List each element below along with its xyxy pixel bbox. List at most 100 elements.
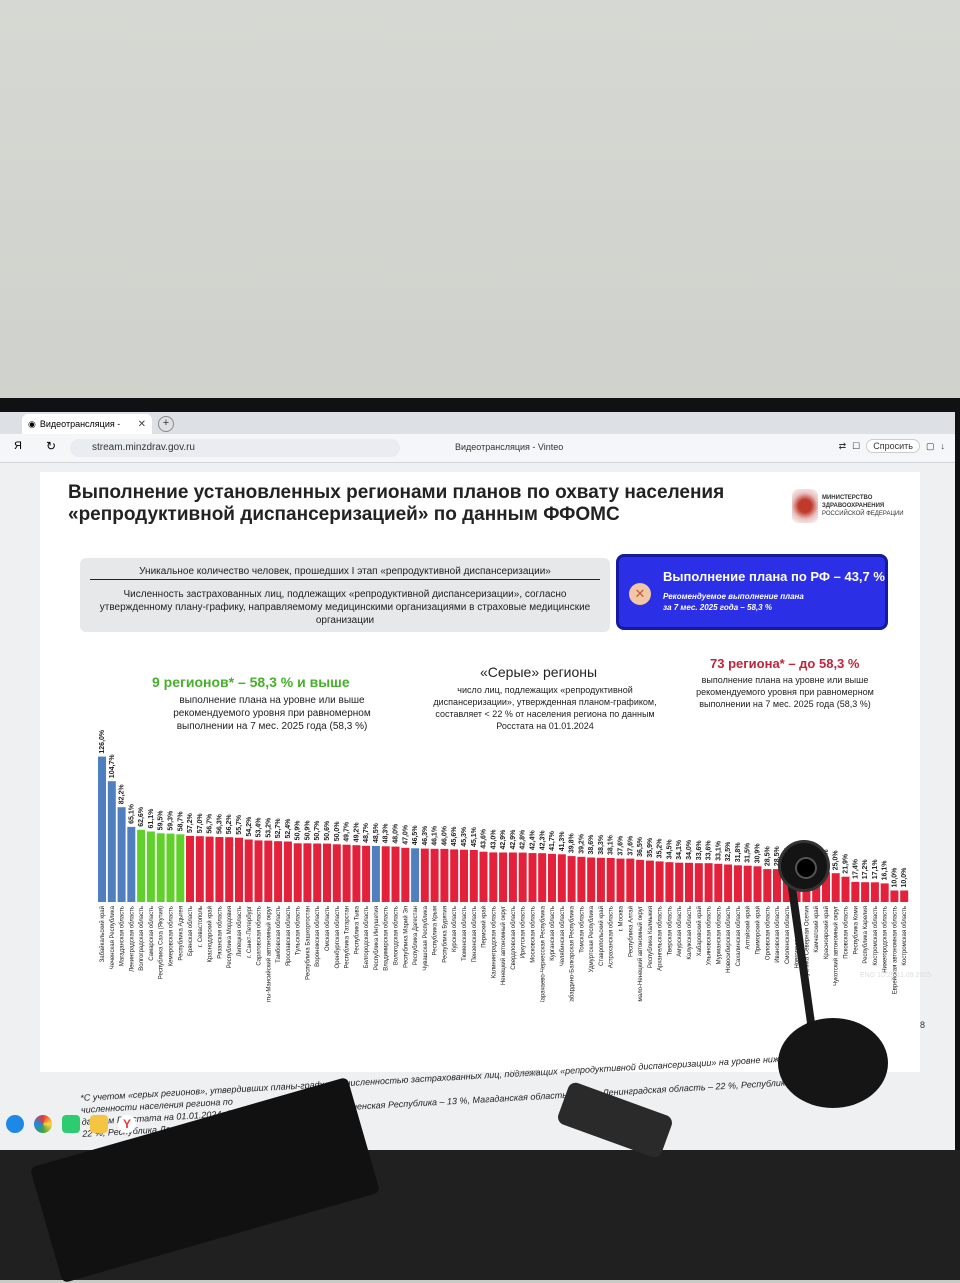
browser-tab[interactable]: ◉ Видеотрансляция - ✕ xyxy=(22,414,152,434)
bar-47 xyxy=(548,853,556,902)
bar-value-label: 39,8% xyxy=(569,832,576,853)
category-label: Астраханская область xyxy=(609,906,615,968)
bar-8 xyxy=(166,833,175,902)
category-label: Челябинская область xyxy=(560,906,566,966)
category-label: Республика Алтай xyxy=(627,906,634,957)
bar-value-label: 45,3% xyxy=(461,826,468,847)
bar-value-label: 43,6% xyxy=(481,828,488,849)
bar-value-label: 33,6% xyxy=(706,840,713,861)
bar-33 xyxy=(411,848,420,902)
bar-56 xyxy=(636,859,645,902)
bar-value-label: 16,1% xyxy=(882,860,889,881)
formula-numerator: Уникальное количество человек, прошедших… xyxy=(90,566,600,580)
category-label: Курская область xyxy=(452,906,458,952)
bar-28 xyxy=(362,845,371,902)
app2-icon[interactable] xyxy=(62,1115,80,1133)
logo-line2: ЗДРАВООХРАНЕНИЯ xyxy=(822,503,885,509)
bar-value-label: 42,4% xyxy=(530,829,537,850)
edge-icon[interactable] xyxy=(6,1115,24,1133)
category-label: Кабардино-Балкарская Республика xyxy=(570,905,576,1002)
tray-lang[interactable]: ENG xyxy=(860,972,876,979)
folder-icon[interactable] xyxy=(90,1115,108,1133)
bar-9 xyxy=(176,834,185,902)
category-label: Амурская область xyxy=(677,906,683,957)
bar-value-label: 33,1% xyxy=(715,840,722,861)
bar-value-label: 48,3% xyxy=(383,823,390,844)
close-tab-icon[interactable]: ✕ xyxy=(137,418,146,430)
ask-button[interactable]: Спросить xyxy=(866,439,920,453)
bar-11 xyxy=(195,836,204,902)
bar-value-label: 42,9% xyxy=(510,829,517,850)
bar-value-label: 52,4% xyxy=(285,818,292,839)
bar-value-label: 33,6% xyxy=(696,840,703,861)
download-icon[interactable]: ↓ xyxy=(940,441,946,451)
category-label: Белгородская область xyxy=(364,906,370,968)
bar-57 xyxy=(645,860,654,902)
bar-81 xyxy=(880,883,889,902)
category-label: Камчатский край xyxy=(813,906,820,953)
category-label: Республика Мордовия xyxy=(227,906,233,968)
browser-actions: ⇄ ☐ Спросить ▢ ↓ xyxy=(839,439,945,453)
bar-43 xyxy=(508,852,517,902)
bar-value-label: 45,1% xyxy=(471,826,478,847)
bar-value-label: 53,2% xyxy=(265,817,272,838)
category-label: Липецкая область xyxy=(237,906,243,957)
category-label: Приморский край xyxy=(755,906,762,954)
category-label: Чувашская Республика xyxy=(423,905,429,970)
category-label: Республика Карелия xyxy=(863,906,869,964)
url-field[interactable]: stream.minzdrav.gov.ru xyxy=(70,439,400,457)
category-label: Ненецкий автономный округ xyxy=(500,905,507,985)
presentation-slide: Выполнение установленных регионами плано… xyxy=(40,472,925,1072)
category-label: Псковская область xyxy=(844,906,850,959)
bar-value-label: 41,3% xyxy=(559,831,566,852)
green-group-desc: выполнение плана на уровне или выше реко… xyxy=(173,695,371,732)
bar-78 xyxy=(851,881,860,902)
wall xyxy=(0,0,960,420)
app-icon[interactable] xyxy=(34,1115,52,1133)
bar-value-label: 37,6% xyxy=(627,835,634,856)
bar-value-label: 17,1% xyxy=(872,859,879,880)
extensions-icon[interactable]: ▢ xyxy=(925,440,935,451)
yandex-browser-icon[interactable]: Y xyxy=(118,1115,136,1133)
category-label: Республика Дагестан xyxy=(413,906,419,965)
category-label: Волгоградская область xyxy=(139,906,145,971)
bar-25 xyxy=(332,844,341,902)
bar-value-label: 21,9% xyxy=(843,853,850,874)
category-label: Чукотский автономный округ xyxy=(833,905,840,986)
bar-42 xyxy=(499,852,508,902)
category-label: Республика Калмыкия xyxy=(648,906,654,968)
bar-59 xyxy=(665,862,674,902)
bar-46 xyxy=(538,853,547,902)
category-label: Ханты-Мансийский автономный округ xyxy=(265,905,272,1002)
bar-value-label: 42,9% xyxy=(500,829,507,850)
bar-value-label: 50,6% xyxy=(324,820,331,841)
category-label: Новосибирская область xyxy=(726,906,732,973)
bar-value-label: 45,6% xyxy=(451,826,458,847)
category-label: Смоленская область xyxy=(785,906,791,964)
bar-value-label: 25,0% xyxy=(833,850,840,871)
category-label: Республика Бурятия xyxy=(442,906,448,963)
screen: ◉ Видеотрансляция - ✕ + Я ↻ stream.minzd… xyxy=(0,412,955,1150)
new-tab-button[interactable]: + xyxy=(158,416,174,432)
category-label: Карачаево-Черкесская Республика xyxy=(540,905,546,1002)
category-label: Рязанская область xyxy=(217,906,223,959)
red-group-title: 73 региона* – до 58,3 % xyxy=(710,656,860,671)
bar-3 xyxy=(117,807,126,902)
bar-value-label: 39,2% xyxy=(578,833,585,854)
yandex-logo-icon[interactable]: Я xyxy=(14,440,22,452)
bar-82 xyxy=(890,890,899,902)
tray-time[interactable]: 10:25 xyxy=(877,972,895,979)
bar-55 xyxy=(626,858,635,902)
bar-value-label: 17,2% xyxy=(862,859,869,880)
bookmark-icon[interactable]: ☐ xyxy=(852,440,861,451)
reload-icon[interactable]: ↻ xyxy=(46,439,57,453)
category-label: Костромская область xyxy=(902,906,908,966)
translate-icon[interactable]: ⇄ xyxy=(838,440,847,451)
webcam xyxy=(778,840,830,892)
category-label: Самарская область xyxy=(149,906,155,961)
bar-41 xyxy=(489,852,498,902)
bar-value-label: 58,7% xyxy=(177,811,184,832)
bar-value-label: 32,5% xyxy=(725,841,732,862)
category-label: Республика Северная Осетия xyxy=(804,906,810,989)
bar-10 xyxy=(186,836,194,902)
